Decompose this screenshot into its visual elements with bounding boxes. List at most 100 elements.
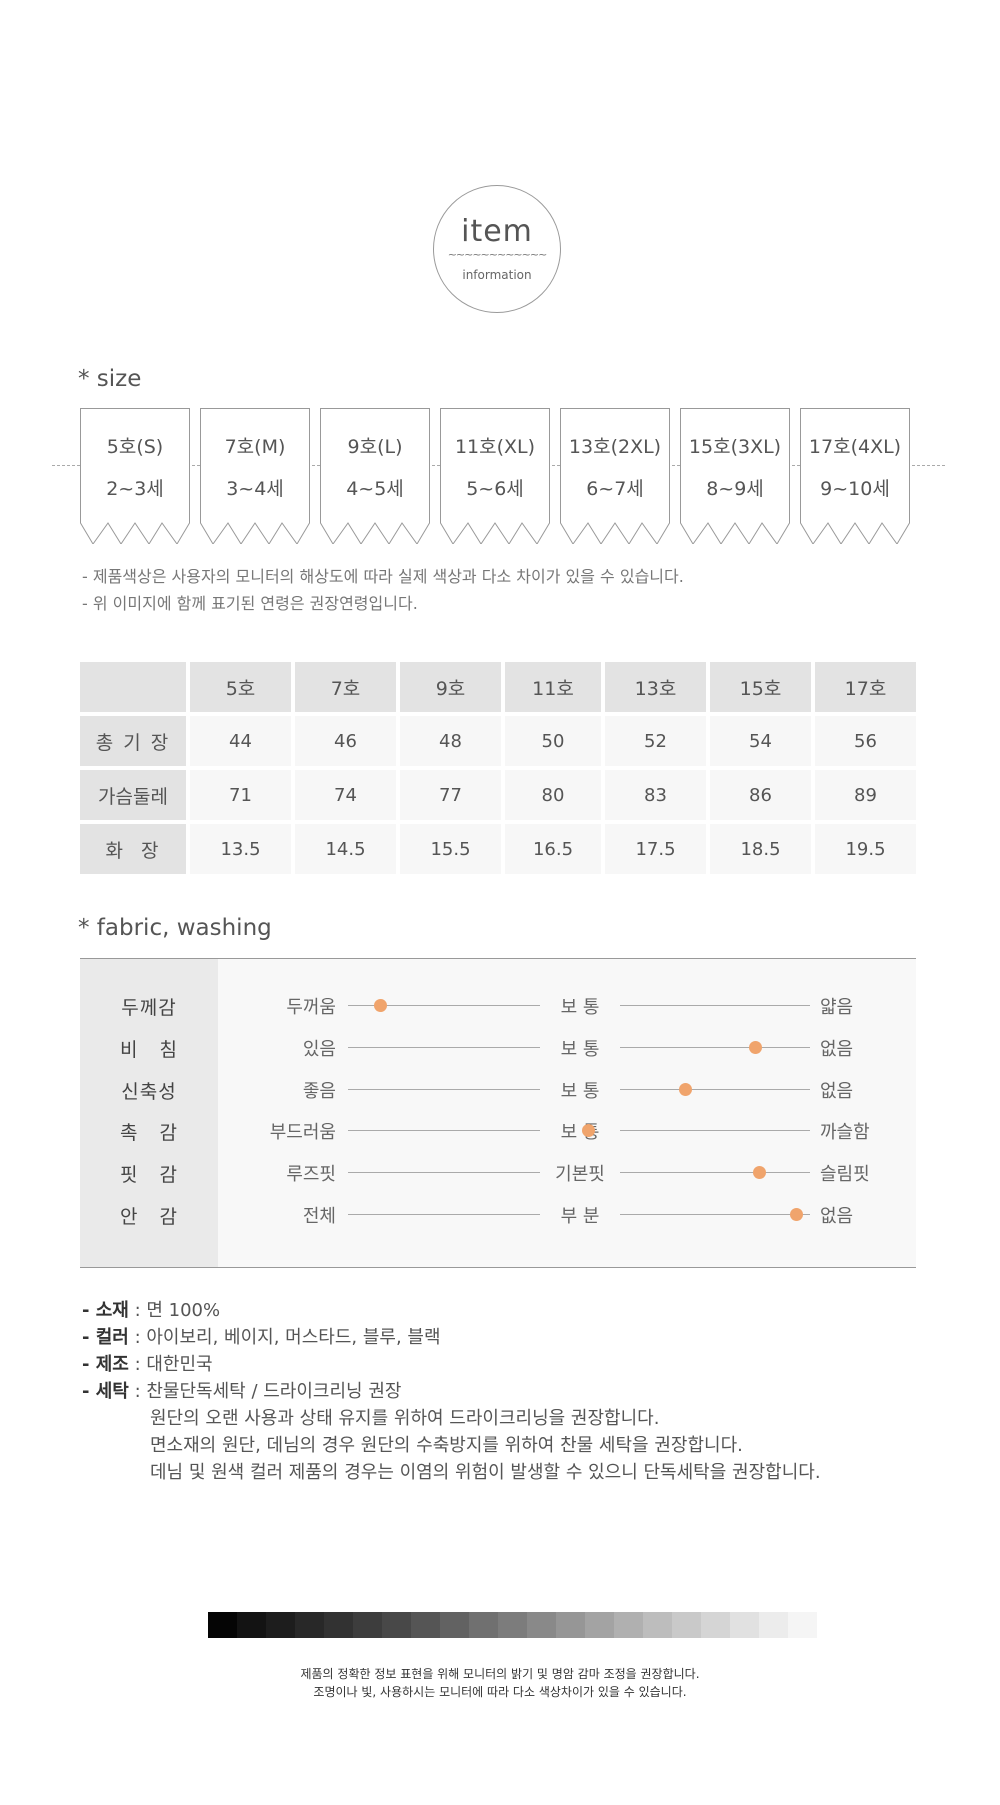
table-cell: 13.5 [190, 824, 291, 874]
size-tag-age: 2~3세 [106, 478, 164, 500]
grayscale-calibration-bar [208, 1612, 817, 1638]
table-cell: 46 [295, 716, 396, 766]
table-cell: 86 [710, 770, 811, 820]
footer-note-1: 제품의 정확한 정보 표현을 위해 모니터의 밝기 및 명암 감마 조정을 권장… [300, 1667, 700, 1681]
size-header-11: 11호 [505, 662, 601, 712]
grayscale-swatch [411, 1612, 440, 1638]
table-cell: 74 [295, 770, 396, 820]
size-header-17: 17호 [815, 662, 916, 712]
size-tag-label: 11호(XL) [454, 436, 536, 458]
grayscale-swatch [469, 1612, 498, 1638]
size-header-15: 15호 [710, 662, 811, 712]
fabric-scale-mid: 기본핏 [555, 1164, 605, 1185]
grayscale-swatch [585, 1612, 614, 1638]
fabric-row: 안 감 전체 부 분 없음 [80, 1198, 916, 1228]
size-table: 5호 7호 9호 11호 13호 15호 17호 총 기 장 44 46 48 … [76, 658, 920, 878]
size-tag-age: 6~7세 [586, 478, 644, 500]
size-tag-label: 5호(S) [106, 436, 164, 458]
grayscale-swatch [556, 1612, 585, 1638]
table-cell: 15.5 [400, 824, 501, 874]
washing-note-3: 데님 및 원색 컬러 제품의 경우는 이염의 위험이 발생할 수 있으니 단독세… [150, 1462, 821, 1483]
fabric-row-label: 신축성 [121, 1081, 177, 1103]
size-tag: 5호(S) 2~3세 [80, 408, 190, 544]
scale-line [348, 1172, 540, 1173]
fabric-scale-left: 있음 [302, 1039, 336, 1060]
grayscale-swatch [788, 1612, 817, 1638]
fabric-scale-right: 까슬함 [820, 1122, 870, 1143]
grayscale-swatch [498, 1612, 527, 1638]
fabric-row-label: 안 감 [119, 1206, 179, 1228]
grayscale-swatch [672, 1612, 701, 1638]
row-label-chest: 가슴둘레 [80, 770, 186, 820]
detail-origin-key: - 제조 [82, 1354, 129, 1375]
table-cell: 19.5 [815, 824, 916, 874]
size-section-title: * size [78, 366, 142, 392]
fabric-row: 두께감 두꺼움 보 통 얇음 [80, 989, 916, 1019]
fabric-scale-right: 없음 [820, 1039, 854, 1060]
scale-marker-dot [748, 1041, 762, 1054]
grayscale-swatch [643, 1612, 672, 1638]
size-table-header-row: 5호 7호 9호 11호 13호 15호 17호 [80, 662, 916, 712]
size-tag: 7호(M) 3~4세 [200, 408, 310, 544]
fabric-scale-mid: 보 통 [560, 1122, 600, 1143]
table-cell: 71 [190, 770, 291, 820]
table-cell: 48 [400, 716, 501, 766]
size-tag: 9호(L) 4~5세 [320, 408, 430, 544]
table-cell: 18.5 [710, 824, 811, 874]
fabric-scale-left: 부드러움 [269, 1122, 336, 1143]
grayscale-swatch [382, 1612, 411, 1638]
table-cell: 77 [400, 770, 501, 820]
fabric-row: 비 침 있음 보 통 없음 [80, 1031, 916, 1061]
fabric-row-label: 비 침 [119, 1039, 179, 1061]
table-row: 총 기 장 44 46 48 50 52 54 56 [80, 716, 916, 766]
fabric-scale-mid: 보 통 [560, 1039, 600, 1060]
item-information-badge: item ~~~~~~~~~~~~ information [433, 185, 561, 313]
grayscale-swatch [295, 1612, 324, 1638]
fabric-scale-left: 루즈핏 [286, 1164, 336, 1185]
detail-color-key: - 컬러 [82, 1327, 129, 1348]
size-tag-age: 4~5세 [346, 478, 404, 500]
size-header-9: 9호 [400, 662, 501, 712]
scale-line [348, 1089, 540, 1090]
scale-line [620, 1089, 810, 1090]
size-note-1: - 제품색상은 사용자의 모니터의 해상도에 따라 실제 색상과 다소 차이가 … [82, 567, 684, 586]
fabric-row: 신축성 좋음 보 통 없음 [80, 1073, 916, 1103]
detail-origin: - 제조 : 대한민국 [82, 1350, 213, 1376]
fabric-scale-left: 좋음 [302, 1081, 336, 1102]
detail-origin-value: : 대한민국 [128, 1354, 213, 1375]
grayscale-swatch [237, 1612, 266, 1638]
detail-washing: - 세탁 : 찬물단독세탁 / 드라이크리닝 권장 [82, 1377, 401, 1403]
detail-material: - 소재 : 면 100% [82, 1296, 220, 1322]
scale-line [620, 1130, 810, 1131]
scale-marker-dot [679, 1083, 693, 1096]
fabric-row: 촉 감 부드러움 보 통 까슬함 [80, 1114, 916, 1144]
badge-wave: ~~~~~~~~~~~~ [447, 248, 548, 261]
size-tag: 15호(3XL) 8~9세 [680, 408, 790, 544]
size-tag: 17호(4XL) 9~10세 [800, 408, 910, 544]
size-header-7: 7호 [295, 662, 396, 712]
tag-outline [440, 408, 550, 544]
fabric-scale-right: 없음 [820, 1206, 854, 1227]
tag-outline [200, 408, 310, 544]
fabric-scale-mid: 부 분 [560, 1206, 600, 1227]
fabric-row: 핏 감 루즈핏 기본핏 슬림핏 [80, 1156, 916, 1186]
tag-outline [680, 408, 790, 544]
fabric-panel: 두께감 두꺼움 보 통 얇음 비 침 있음 보 통 없음 신축성 좋음 보 통 없음 촉 감 부드러움 보 … [80, 958, 916, 1268]
fabric-row-label: 촉 감 [119, 1122, 179, 1144]
size-tag-age: 8~9세 [706, 478, 764, 500]
fabric-label-column [80, 959, 218, 1267]
size-tag-label: 7호(M) [224, 436, 286, 458]
tag-outline [80, 408, 190, 544]
fabric-scale-left: 두꺼움 [286, 997, 336, 1018]
footer-note-2: 조명이나 빛, 사용하시는 모니터에 따라 다소 색상차이가 있을 수 있습니다… [313, 1685, 687, 1699]
grayscale-swatch [730, 1612, 759, 1638]
size-tag-age: 3~4세 [226, 478, 284, 500]
table-cell: 89 [815, 770, 916, 820]
row-label-sleeve: 화 장 [80, 824, 186, 874]
fabric-scale-left: 전체 [302, 1206, 336, 1227]
table-row: 가슴둘레 71 74 77 80 83 86 89 [80, 770, 916, 820]
scale-line [620, 1005, 810, 1006]
grayscale-swatch [208, 1612, 237, 1638]
detail-material-value: : 면 100% [128, 1300, 221, 1321]
badge-title: item [461, 214, 533, 249]
